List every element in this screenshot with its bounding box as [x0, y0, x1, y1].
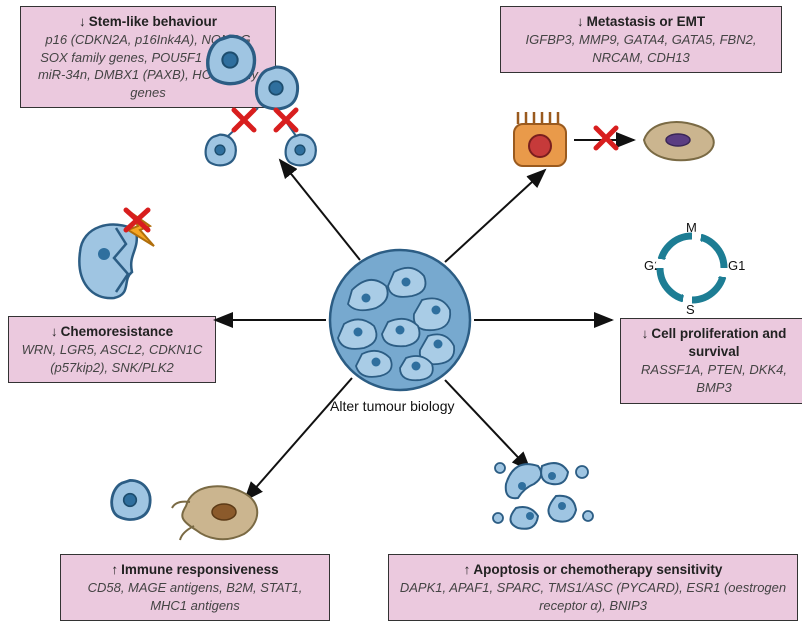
box-stem-like: ↓Stem-like behaviour p16 (CDKN2A, p16Ink… — [20, 6, 276, 108]
chemo-cracked-cell — [79, 210, 154, 298]
apoptosis-cell — [493, 463, 593, 529]
up-arrow-icon: ↑ — [111, 561, 118, 579]
cycle-g1-label: G1 — [728, 258, 745, 273]
down-arrow-icon: ↓ — [642, 325, 649, 343]
box-stem-title: ↓Stem-like behaviour — [31, 13, 265, 31]
box-apoptosis-title: ↑Apoptosis or chemotherapy sensitivity — [399, 561, 787, 579]
box-chemo-title-text: Chemoresistance — [61, 324, 174, 339]
box-prolif-genes: RASSF1A, PTEN, DKK4, BMP3 — [631, 361, 797, 396]
down-arrow-icon: ↓ — [51, 323, 58, 341]
box-immune-title: ↑Immune responsiveness — [71, 561, 319, 579]
box-chemo-genes: WRN, LGR5, ASCL2, CDKN1C (p57kip2), SNK/… — [19, 341, 205, 376]
box-stem-genes: p16 (CDKN2A, p16Ink4A), NONOG SOX family… — [31, 31, 265, 101]
red-cross-icon — [126, 210, 148, 230]
box-chemo-title: ↓Chemoresistance — [19, 323, 205, 341]
red-cross-icon — [234, 110, 296, 130]
box-apoptosis-title-text: Apoptosis or chemotherapy sensitivity — [473, 562, 722, 577]
box-apoptosis-genes: DAPK1, APAF1, SPARC, TMS1/ASC (PYCARD), … — [399, 579, 787, 614]
box-immune: ↑Immune responsiveness CD58, MAGE antige… — [60, 554, 330, 621]
box-emt-genes: IGFBP3, MMP9, GATA4, GATA5, FBN2, NRCAM,… — [511, 31, 771, 66]
up-arrow-icon: ↑ — [464, 561, 471, 579]
box-emt-title: ↓Metastasis or EMT — [511, 13, 771, 31]
red-cross-icon — [596, 128, 616, 148]
cycle-g2-label: G2 — [644, 258, 661, 273]
box-proliferation: ↓Cell proliferation and survival RASSF1A… — [620, 318, 802, 404]
box-prolif-title-text: Cell proliferation and survival — [651, 326, 786, 359]
radiating-arrows — [215, 160, 612, 500]
down-arrow-icon: ↓ — [79, 13, 86, 31]
cycle-m-label: M — [686, 220, 697, 235]
immune-cells — [112, 480, 258, 540]
box-emt-title-text: Metastasis or EMT — [587, 14, 706, 29]
tumour-cluster — [330, 250, 470, 390]
center-label: Alter tumour biology — [330, 398, 455, 414]
box-immune-genes: CD58, MAGE antigens, B2M, STAT1, MHC1 an… — [71, 579, 319, 614]
box-chemoresistance: ↓Chemoresistance WRN, LGR5, ASCL2, CDKN1… — [8, 316, 216, 383]
box-prolif-title: ↓Cell proliferation and survival — [631, 325, 797, 361]
lightning-icon — [128, 212, 154, 246]
down-arrow-icon: ↓ — [577, 13, 584, 31]
box-stem-title-text: Stem-like behaviour — [89, 14, 217, 29]
cycle-s-label: S — [686, 302, 695, 317]
cell-cycle-ring — [658, 234, 726, 302]
box-apoptosis: ↑Apoptosis or chemotherapy sensitivity D… — [388, 554, 798, 621]
box-immune-title-text: Immune responsiveness — [121, 562, 279, 577]
box-emt: ↓Metastasis or EMT IGFBP3, MMP9, GATA4, … — [500, 6, 782, 73]
emt-cells — [514, 112, 714, 166]
